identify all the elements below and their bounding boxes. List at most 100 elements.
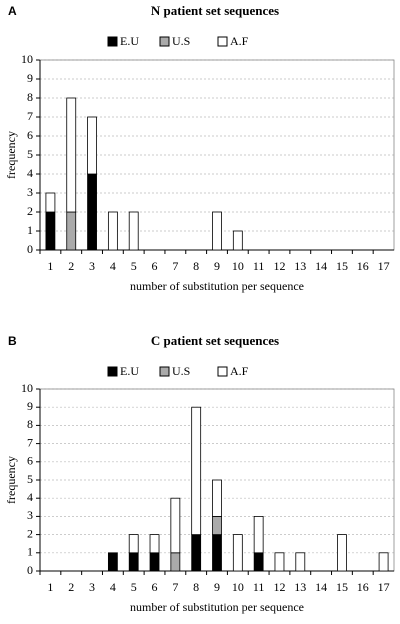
legend-label: A.F	[230, 364, 249, 378]
x-tick-label: 7	[172, 259, 178, 273]
chart-title: N patient set sequences	[151, 3, 279, 18]
bar-segment	[253, 516, 264, 554]
x-tick-label: 2	[68, 580, 74, 594]
bar-segment	[212, 534, 222, 572]
x-tick-label: 10	[232, 580, 244, 594]
y-tick-label: 0	[27, 563, 33, 577]
y-tick-label: 3	[27, 185, 33, 199]
x-tick-label: 6	[152, 580, 158, 594]
bar-segment	[87, 173, 97, 251]
x-tick-label: 11	[253, 259, 265, 273]
legend-swatch	[159, 36, 170, 47]
y-tick-label: 1	[27, 223, 33, 237]
x-tick-label: 12	[273, 259, 285, 273]
y-tick-label: 3	[27, 508, 33, 522]
bar-segment	[149, 534, 160, 554]
x-tick-label: 14	[315, 259, 327, 273]
bar-segment	[232, 534, 243, 572]
bar-segment	[212, 516, 222, 536]
bar-segment	[212, 479, 222, 517]
bar-segment	[128, 552, 139, 572]
x-tick-label: 6	[152, 259, 158, 273]
x-tick-label: 4	[110, 580, 116, 594]
x-tick-label: 1	[47, 580, 53, 594]
y-axis-title: frequency	[4, 456, 18, 504]
y-tick-label: 9	[27, 399, 33, 413]
x-tick-label: 4	[110, 259, 116, 273]
bar-segment	[191, 534, 202, 572]
x-tick-label: 13	[294, 580, 306, 594]
bar-segment	[295, 552, 306, 572]
bar-segment	[253, 552, 264, 572]
y-tick-label: 6	[27, 128, 33, 142]
y-tick-label: 6	[27, 454, 33, 468]
x-tick-label: 11	[253, 580, 265, 594]
x-tick-label: 9	[214, 580, 220, 594]
bar-segment	[337, 534, 347, 572]
legend-swatch	[107, 366, 118, 377]
x-axis-title: number of substitution per sequence	[130, 600, 304, 614]
x-tick-label: 3	[89, 259, 95, 273]
y-tick-label: 8	[27, 90, 33, 104]
bar-segment	[66, 211, 77, 251]
x-tick-label: 2	[68, 259, 74, 273]
legend-swatch	[159, 366, 170, 377]
legend-label: U.S	[172, 34, 190, 48]
bar-segment	[107, 552, 118, 572]
legend-label: E.U	[120, 364, 139, 378]
bar-segment	[378, 552, 389, 572]
x-tick-label: 10	[232, 259, 244, 273]
y-tick-label: 7	[27, 435, 33, 449]
x-tick-label: 3	[89, 580, 95, 594]
x-tick-label: 15	[336, 580, 348, 594]
x-tick-label: 15	[336, 259, 348, 273]
legend-label: U.S	[172, 364, 190, 378]
legend-label: A.F	[230, 34, 249, 48]
y-tick-label: 8	[27, 417, 33, 431]
y-tick-label: 0	[27, 242, 33, 256]
y-axis-title: frequency	[4, 131, 18, 179]
bar-segment	[45, 211, 56, 251]
y-tick-label: 7	[27, 109, 33, 123]
x-tick-label: 5	[131, 259, 137, 273]
chart-title: C patient set sequences	[151, 333, 279, 348]
legend-swatch	[107, 36, 118, 47]
x-tick-label: 8	[193, 259, 199, 273]
panel-label: A	[8, 4, 17, 18]
y-tick-label: 5	[27, 147, 33, 161]
y-tick-label: 10	[21, 381, 33, 395]
legend-label: E.U	[120, 34, 139, 48]
bar-segment	[128, 534, 139, 554]
bar-segment	[170, 497, 181, 554]
bar-segment	[66, 97, 77, 213]
y-tick-label: 4	[27, 490, 33, 504]
x-tick-label: 17	[378, 580, 390, 594]
x-tick-label: 12	[273, 580, 285, 594]
x-tick-label: 16	[357, 259, 369, 273]
y-tick-label: 4	[27, 166, 33, 180]
panel-label: B	[8, 334, 17, 348]
bar-segment	[274, 552, 285, 572]
y-tick-label: 2	[27, 204, 33, 218]
x-tick-label: 16	[357, 580, 369, 594]
x-tick-label: 5	[131, 580, 137, 594]
y-tick-label: 5	[27, 472, 33, 486]
bar-segment	[149, 552, 160, 572]
bar-segment	[107, 211, 118, 251]
x-axis-title: number of substitution per sequence	[130, 279, 304, 293]
bar-segment	[191, 406, 202, 536]
legend-swatch	[217, 36, 228, 47]
bar-segment	[128, 211, 139, 251]
x-tick-label: 9	[214, 259, 220, 273]
bar-segment	[212, 211, 222, 251]
y-tick-label: 10	[21, 52, 33, 66]
bar-segment	[87, 116, 97, 175]
y-tick-label: 2	[27, 526, 33, 540]
x-tick-label: 13	[294, 259, 306, 273]
y-tick-label: 9	[27, 71, 33, 85]
bar-segment	[232, 230, 243, 251]
x-tick-label: 14	[315, 580, 327, 594]
x-tick-label: 1	[47, 259, 53, 273]
x-tick-label: 8	[193, 580, 199, 594]
